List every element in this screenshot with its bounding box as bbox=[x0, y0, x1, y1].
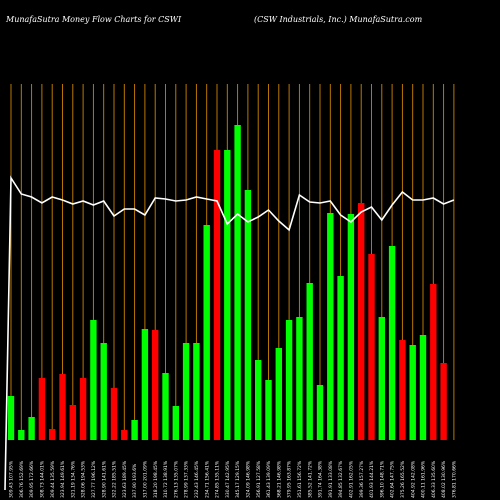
x-tick-label: 309.44 135.59% bbox=[50, 460, 56, 498]
x-tick-label: 274.85 135.11% bbox=[215, 460, 221, 498]
x-tick-label: 375.26 165.52% bbox=[400, 460, 406, 498]
money-flow-bar bbox=[409, 345, 416, 440]
money-flow-bar bbox=[162, 373, 169, 440]
money-flow-bar bbox=[110, 388, 118, 440]
money-flow-bar bbox=[152, 330, 159, 440]
x-tick-label: 385.52 141.72% bbox=[307, 460, 313, 498]
money-flow-bar bbox=[265, 380, 272, 440]
x-tick-label: 406.33 135.60% bbox=[431, 460, 437, 498]
money-flow-bar bbox=[193, 343, 200, 440]
x-tick-label: 402.64 147.75% bbox=[390, 460, 396, 498]
x-tick-label: 394.85 132.67% bbox=[338, 460, 344, 498]
x-tick-label: 232.43 146.45% bbox=[194, 460, 200, 498]
x-tick-label: 328.06 194.53% bbox=[81, 460, 87, 498]
x-tick-label: 376.81 170.66% bbox=[452, 460, 458, 498]
x-tick-label: 306.76 152.69% bbox=[19, 460, 25, 498]
x-tick-label: 327.77 196.12% bbox=[91, 460, 97, 498]
money-flow-bar bbox=[100, 343, 107, 440]
x-tick-label: 234.71 156.41% bbox=[204, 460, 210, 498]
money-flow-bar bbox=[306, 283, 313, 440]
money-flow-bar bbox=[275, 348, 282, 440]
x-tick-label: 345.17 129.15% bbox=[235, 460, 241, 498]
money-flow-bar bbox=[378, 317, 385, 440]
money-flow-bar bbox=[213, 150, 221, 440]
bars bbox=[7, 125, 447, 440]
x-tick-label: 330.47 142.95% bbox=[225, 460, 231, 498]
money-flow-bar bbox=[255, 360, 262, 440]
x-tick-label: 278.99 137.33% bbox=[184, 460, 190, 498]
money-flow-bar bbox=[182, 343, 190, 440]
money-flow-bar bbox=[430, 284, 437, 440]
money-flow-bar bbox=[224, 150, 231, 440]
money-flow-bar bbox=[49, 429, 56, 440]
money-flow-bar bbox=[121, 430, 128, 440]
money-flow-bar bbox=[18, 430, 25, 440]
x-tick-label: 356.91 127.58% bbox=[256, 460, 262, 498]
money-flow-bar bbox=[440, 363, 447, 440]
x-tick-label: 321.19 134.76% bbox=[70, 460, 76, 498]
x-tick-label: 399.36 157.27% bbox=[359, 460, 365, 498]
x-tick-label: 401.93 144.21% bbox=[369, 460, 375, 498]
money-flow-bar bbox=[234, 125, 241, 440]
x-tick-label: 408.02 130.96% bbox=[441, 460, 447, 498]
x-tick-label: 324.09 146.98% bbox=[246, 460, 252, 498]
x-tick-label: 391.91 133.08% bbox=[328, 460, 334, 498]
money-flow-bar bbox=[69, 405, 76, 440]
chart-title-right: (CSW Industrials, Inc.) MunafaSutra.com bbox=[254, 15, 423, 24]
money-flow-bar bbox=[368, 254, 375, 440]
grid-lines bbox=[10, 84, 455, 440]
money-flow-bar bbox=[7, 396, 15, 440]
money-flow-bar bbox=[327, 213, 334, 440]
x-tick-label: 391.74 164.38% bbox=[318, 460, 324, 498]
money-flow-bar bbox=[79, 378, 87, 440]
x-tick-label: 351.61 156.72% bbox=[297, 460, 303, 498]
chart-title-left: MunafaSutra Money Flow Charts for CSWI bbox=[5, 15, 182, 24]
x-tick-label: 328.90 141.61% bbox=[101, 460, 107, 498]
money-flow-bar bbox=[419, 335, 427, 440]
x-tick-label: 400.11 161.96% bbox=[421, 460, 427, 498]
money-flow-bar bbox=[203, 225, 210, 440]
money-flow-bar bbox=[358, 203, 365, 440]
x-tick-label: 310.72 138.91% bbox=[163, 460, 169, 498]
money-flow-bar bbox=[244, 190, 252, 440]
x-tick-label: 309.95 172.66% bbox=[29, 460, 35, 498]
x-tick-label: 323.63 189.45% bbox=[122, 460, 128, 498]
x-tick-label: 396.10 148.71% bbox=[379, 460, 385, 498]
money-flow-bar bbox=[337, 276, 344, 440]
price-line bbox=[4, 175, 455, 491]
x-ticks: 309.43 107.95% 306.76 152.69% 309.95 172.6… bbox=[9, 460, 458, 498]
money-flow-bar bbox=[316, 385, 324, 440]
money-flow-bar bbox=[399, 340, 406, 440]
money-flow-bar bbox=[38, 378, 46, 440]
money-flow-bar bbox=[28, 417, 35, 440]
x-tick-label: 322.22 185.51% bbox=[112, 460, 118, 498]
money-flow-bar bbox=[347, 214, 355, 440]
money-flow-bar bbox=[296, 317, 303, 440]
x-tick-label: 317.00 201.09% bbox=[143, 460, 149, 498]
x-tick-label: 308.73 144.01% bbox=[40, 460, 46, 498]
x-tick-label: 323.94 149.61% bbox=[60, 460, 66, 498]
money-flow-bar bbox=[172, 406, 179, 440]
x-tick-label: 318.20 198.45% bbox=[153, 460, 159, 498]
x-tick-label: 368.21 146.98% bbox=[276, 460, 282, 498]
money-flow-bar bbox=[285, 320, 293, 440]
x-tick-label: 309.43 107.95% bbox=[9, 460, 15, 498]
money-flow-bar bbox=[141, 329, 149, 440]
money-flow-bar bbox=[131, 420, 138, 440]
x-tick-label: 361.43 139.09% bbox=[266, 460, 272, 498]
x-tick-label: 337.90 193.6% bbox=[132, 463, 138, 498]
money-flow-bar bbox=[90, 320, 97, 440]
x-tick-label: 404.92 142.08% bbox=[410, 460, 416, 498]
x-tick-label: 379.95 163.87% bbox=[287, 460, 293, 498]
x-tick-label: 276.13 135.07% bbox=[173, 460, 179, 498]
money-flow-bar bbox=[388, 246, 396, 440]
x-tick-label: 402.91 162.05% bbox=[349, 460, 355, 498]
money-flow-bar bbox=[59, 374, 66, 440]
